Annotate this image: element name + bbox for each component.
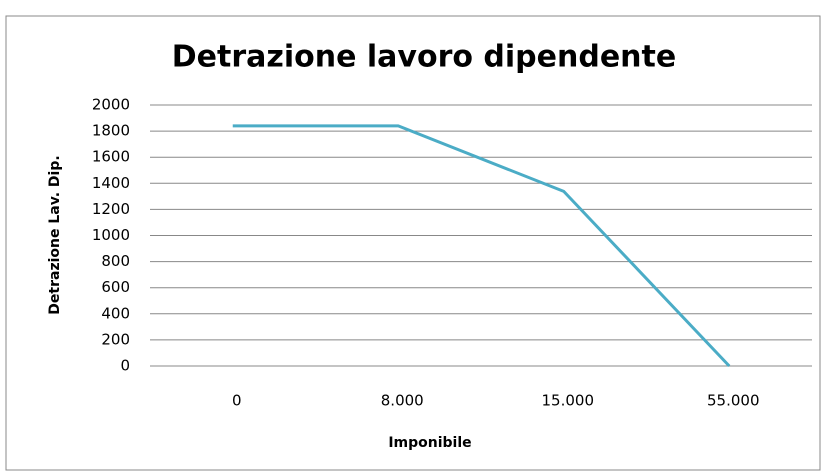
y-tick-label: 1600: [92, 148, 130, 166]
y-tick-label: 2000: [92, 96, 130, 114]
y-axis-label: Detrazione Lav. Dip.: [47, 155, 63, 314]
x-tick-label: 8.000: [381, 392, 424, 410]
y-tick-label: 400: [101, 304, 130, 322]
chart-title: Detrazione lavoro dipendente: [172, 40, 676, 75]
x-tick-label: 15.000: [542, 392, 595, 410]
data-line: [232, 124, 731, 368]
x-tick-label: 0: [232, 392, 242, 410]
y-tick-label: 600: [101, 278, 130, 296]
x-axis-label: Imponibile: [388, 435, 471, 451]
y-tick-label: 1000: [92, 226, 130, 244]
y-tick-label: 1800: [92, 122, 130, 140]
y-tick-label: 1400: [92, 174, 130, 192]
y-tick-label: 200: [101, 330, 130, 348]
x-tick-label: 55.000: [707, 392, 760, 410]
y-tick-label: 800: [101, 252, 130, 270]
y-tick-label: 1200: [92, 200, 130, 218]
chart-frame: [5, 15, 821, 471]
y-tick-label: 0: [120, 357, 130, 375]
